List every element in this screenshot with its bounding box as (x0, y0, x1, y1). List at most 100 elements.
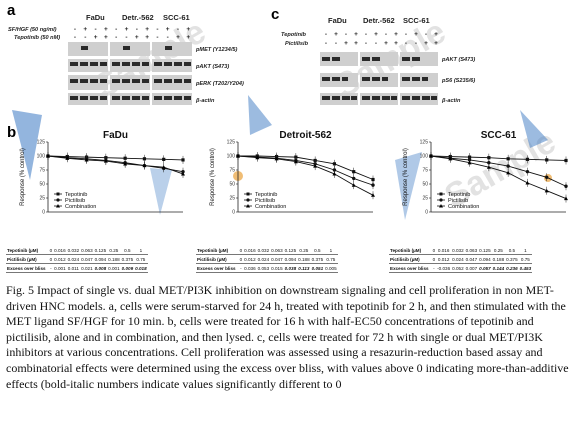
cell: 1 (518, 246, 533, 255)
legend-label: Combination (65, 204, 96, 210)
row-header: Excess over bliss (6, 263, 49, 273)
chart-scc-61: SCC-61 0 25 50 75 100 125 Response (% control) T… (403, 130, 568, 216)
legend-marker (56, 192, 60, 196)
condition-sign: - (156, 26, 158, 33)
data-point (486, 165, 491, 169)
cell: 0.021 (80, 263, 94, 273)
cell-line-label: SCC-61 (163, 13, 190, 22)
cell: 0.051 (310, 263, 325, 273)
series-line-combination (47, 155, 184, 175)
cell: - (48, 263, 54, 273)
data-point (352, 170, 356, 174)
cell: 0.032 (451, 246, 465, 255)
table-row: Tepotinib (µM) 0 0.016 0.032 0.063 0.125 0.25 0… (6, 246, 148, 255)
cell: 0.024 (256, 254, 271, 264)
legend-marker (246, 204, 250, 208)
condition-sign: + (186, 34, 190, 41)
y-tick-label: 125 (227, 140, 236, 146)
y-tick-label: 25 (229, 196, 235, 202)
cell: 0.047 (80, 254, 94, 264)
condition-sign: - (95, 26, 97, 33)
condition-sign: + (334, 31, 338, 38)
data-point (544, 188, 549, 193)
y-tick-label: 100 (37, 154, 46, 160)
condition-sign: - (365, 31, 367, 38)
condition-sign: - (136, 26, 138, 33)
cell: 0.005 (324, 263, 338, 273)
legend-label: Tepotinib (65, 192, 87, 198)
cell: 0 (431, 246, 437, 255)
cell-line-label: FaDu (328, 16, 347, 25)
condition-label: Pictilisib (285, 41, 309, 47)
data-point (506, 164, 510, 168)
condition-sign: - (115, 34, 117, 41)
row-header: Tepotinib (µM) (196, 246, 239, 255)
table-row: Pictilisib (µM) 0 0.012 0.024 0.047 0.094 0.18… (6, 254, 148, 264)
cell: 0.75 (518, 254, 533, 264)
condition-sign: + (394, 40, 398, 47)
condition-sign: + (145, 34, 149, 41)
y-tick-label: 75 (229, 168, 235, 174)
panel-c-blots: FaDu Detr.-562 SCC-61 Tepotinib Pictilis… (281, 16, 475, 105)
data-point (162, 157, 166, 161)
panel-a-blots: FaDu Detr.-562 SCC-61 SF/HGF (50 ng/ml) … (8, 13, 244, 105)
cell-line-label: SCC-61 (403, 16, 430, 25)
conc-table-detroit: Tepotinib (µM) 0 0.016 0.032 0.063 0.125 0.25 0… (196, 246, 338, 273)
cell: 0.5 (120, 246, 135, 255)
series-line-tepotinib (430, 155, 567, 161)
cell: 0 (431, 254, 437, 264)
cell: 0.007 (464, 263, 479, 273)
data-point (255, 155, 260, 160)
cell: 1 (134, 246, 148, 255)
data-point (352, 176, 356, 181)
y-tick-label: 25 (422, 196, 428, 202)
data-point (545, 175, 549, 179)
legend-marker (56, 198, 60, 202)
condition-sign: - (74, 26, 76, 33)
table-row: Pictilisib (µM) 0 0.012 0.024 0.047 0.094 0.18… (196, 254, 338, 264)
panel-b-letter: b (7, 124, 17, 141)
condition-sign: - (325, 31, 327, 38)
cell: 0.015 (270, 263, 284, 273)
marker-label: β-actin (195, 98, 215, 104)
cell: 0.012 (53, 254, 67, 264)
cell: 0.5 (505, 246, 519, 255)
cell: 0.053 (256, 263, 271, 273)
cell: 0.063 (270, 246, 284, 255)
data-point (123, 161, 128, 166)
legend-label: Tepotinib (255, 192, 277, 198)
condition-sign: + (135, 34, 139, 41)
data-point (332, 171, 337, 176)
cell: 0.038 (283, 263, 298, 273)
data-point (236, 154, 240, 158)
cell-line-label: FaDu (86, 13, 105, 22)
legend-marker (439, 204, 443, 208)
condition-sign: + (104, 34, 108, 41)
y-axis-label: Response (% control) (20, 148, 26, 206)
condition-label: SF/HGF (50 ng/ml) (8, 27, 57, 33)
row-header: Excess over bliss (389, 263, 432, 273)
condition-sign: + (94, 34, 98, 41)
marker-label: β-actin (441, 98, 461, 104)
data-point (371, 183, 375, 187)
chart-title: Detroit-562 (279, 130, 332, 141)
condition-sign: + (125, 26, 129, 33)
data-point (123, 156, 127, 160)
cell: 1 (324, 246, 338, 255)
condition-sign: - (385, 31, 387, 38)
data-point (487, 156, 491, 160)
y-tick-label: 100 (420, 154, 429, 160)
row-header: Tepotinib (µM) (389, 246, 432, 255)
row-header: Pictilisib (µM) (6, 254, 49, 264)
condition-sign: - (365, 40, 367, 47)
condition-sign: + (104, 26, 108, 33)
condition-sign: - (325, 40, 327, 47)
cell: 0.125 (283, 246, 298, 255)
conc-table-fadu: Tepotinib (µM) 0 0.016 0.032 0.063 0.125 0.25 0… (6, 246, 148, 273)
marker-label: pS6 (S235/6) (441, 78, 475, 84)
panel-c-letter: c (271, 6, 280, 23)
cell: 0.125 (93, 246, 108, 255)
condition-sign: + (354, 31, 358, 38)
cell: 0.375 (505, 254, 519, 264)
marker-label: pERK (T202/Y204) (195, 81, 244, 87)
